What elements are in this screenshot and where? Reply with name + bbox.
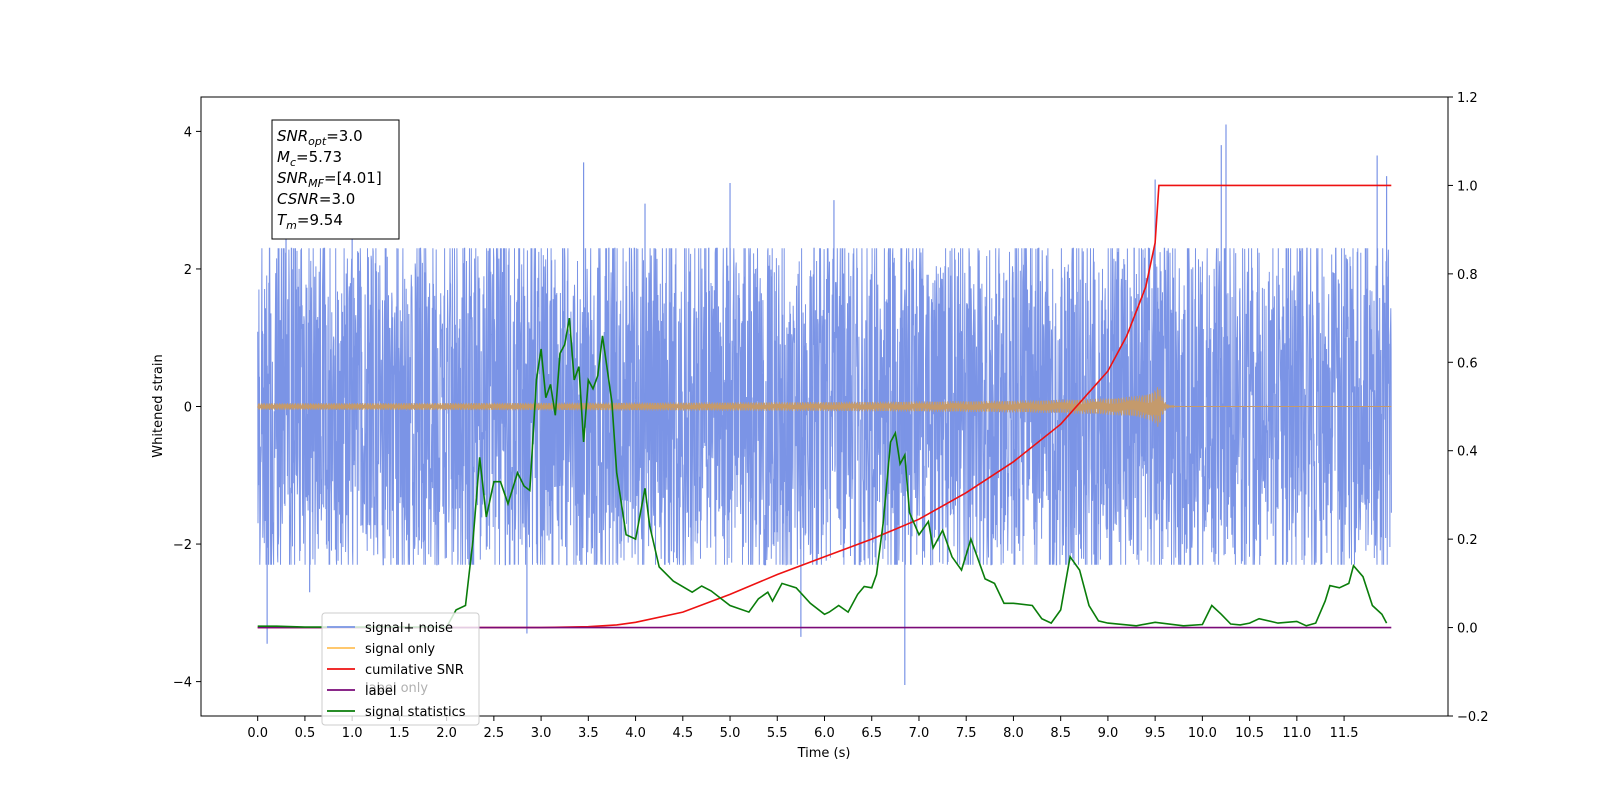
y-axis-left: 4 2 0 −2 −4 [173,125,201,691]
x-tick-label: 1.5 [389,726,410,741]
y-tick-label: 4 [184,125,192,140]
annotation-line: SNRopt=3.0 [277,127,363,148]
series-signal-noise [257,247,1392,566]
series-signal-only [257,387,1392,427]
y2-tick-label: 0.6 [1457,356,1478,371]
x-tick-label: 8.5 [1050,726,1071,741]
y-tick-label: 0 [184,401,192,416]
annotation-line: Mc=5.73 [277,148,342,169]
y-axis-right: 1.2 1.0 0.8 0.6 0.4 0.2 0.0 −0.2 [1448,91,1489,725]
y2-tick-label: 0.4 [1457,445,1478,460]
x-tick-label: 1.0 [342,726,363,741]
x-tick-label: 6.5 [861,726,882,741]
x-axis-title: Time (s) [797,746,851,761]
x-tick-label: 9.0 [1098,726,1119,741]
x-axis: 0.0 0.5 1.0 1.5 2.0 2.5 3.0 3.5 4.0 4.5 5.0 5.5 6.0 6… [247,716,1359,741]
x-tick-label: 5.0 [720,726,741,741]
legend-label: signal only [365,642,435,657]
x-tick-label: 2.0 [436,726,457,741]
x-tick-label: 7.0 [909,726,930,741]
y-tick-label: 2 [184,263,192,278]
annotation-line: CSNR=3.0 [277,190,355,208]
y2-tick-label: −0.2 [1457,710,1489,725]
x-tick-label: 3.0 [531,726,552,741]
y2-tick-label: 0.2 [1457,533,1478,548]
x-tick-label: 11.0 [1282,726,1311,741]
y2-tick-label: 0.0 [1457,622,1478,637]
x-tick-label: 9.5 [1145,726,1166,741]
annotation-line: Tm=9.54 [277,211,343,232]
y2-tick-label: 1.2 [1457,91,1478,106]
series-signal-statistics [257,317,1388,628]
x-tick-label: 3.5 [578,726,599,741]
x-tick-label: 5.5 [767,726,788,741]
legend-label: signal+ noise [365,621,453,636]
series-signal-noise-peaks [266,124,1388,686]
x-tick-label: 6.0 [814,726,835,741]
x-tick-label: 11.5 [1330,726,1359,741]
y2-tick-label: 0.8 [1457,268,1478,283]
x-tick-label: 7.5 [956,726,977,741]
legend-frame [321,612,480,726]
x-tick-label: 4.5 [672,726,693,741]
legend-label: cumilative SNR [365,663,464,678]
x-tick-label: 0.5 [295,726,316,741]
y2-tick-label: 1.0 [1457,179,1478,194]
legend-label: signal statistics [365,705,466,720]
x-tick-label: 0.0 [247,726,268,741]
x-tick-label: 10.5 [1235,726,1264,741]
y-tick-label: −2 [173,538,192,553]
x-tick-label: 4.0 [625,726,646,741]
x-tick-label: 10.0 [1188,726,1217,741]
legend-hidden-entry: label only [365,681,428,696]
legend-label: label [365,684,396,699]
annotation-line: SNRMF=[4.01] [277,169,382,190]
y-tick-label: −4 [173,676,192,691]
x-tick-label: 8.0 [1003,726,1024,741]
y-axis-title: Whitened strain [151,354,166,457]
x-tick-label: 2.5 [484,726,505,741]
legend: label only signal+ noise signal only cumila… [321,612,480,726]
annotation-frame [271,119,400,240]
series-layer [257,124,1392,686]
